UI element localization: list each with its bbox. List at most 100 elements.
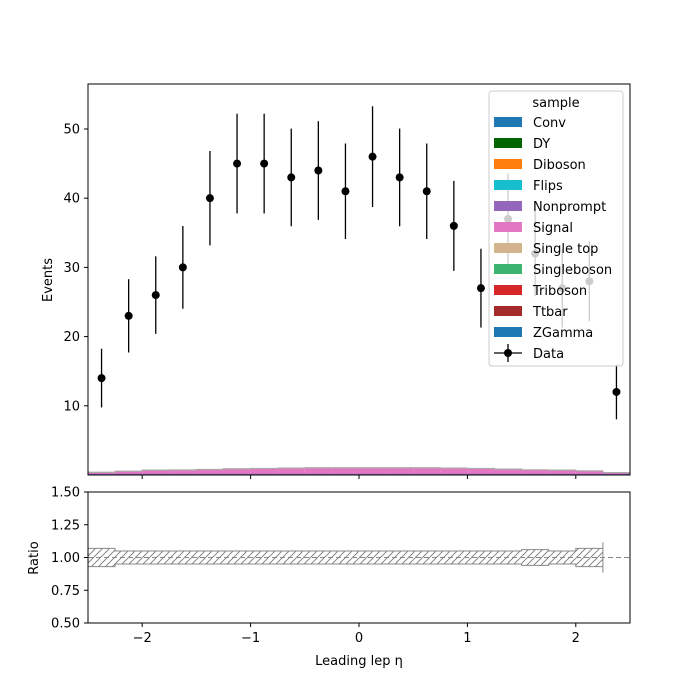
legend-frame xyxy=(488,90,624,367)
uncertainty-bin xyxy=(440,550,468,565)
legend-swatch xyxy=(494,180,522,190)
stack-bin xyxy=(521,469,549,475)
data-point xyxy=(341,187,350,196)
stack-bin xyxy=(494,469,522,475)
stack-bin xyxy=(142,470,170,475)
data-point xyxy=(151,291,160,300)
data-point xyxy=(97,374,106,383)
legend-label: Singleboson xyxy=(533,263,612,278)
ratio-x-tick-label: 0 xyxy=(355,631,363,646)
data-point xyxy=(287,173,296,182)
uncertainty-upper-edge xyxy=(88,547,603,552)
y-axis-label-ratio: Ratio xyxy=(27,541,42,574)
data-point xyxy=(422,187,431,196)
ratio-plot-frame xyxy=(87,491,631,624)
legend-label: DY xyxy=(533,137,550,152)
ratio-panel: 0.50 0.75 1.00 1.25 1.50 −2 −1 0 1 2 Ratio Leadi… xyxy=(27,486,631,669)
data-point xyxy=(476,284,485,293)
data-point xyxy=(124,311,133,320)
stack-bin xyxy=(169,470,197,475)
stack-bin xyxy=(304,467,332,475)
stack-bin xyxy=(386,467,414,475)
legend-swatch xyxy=(494,306,522,316)
stack-outline xyxy=(88,467,630,474)
legend-label: Signal xyxy=(533,221,573,236)
data-point xyxy=(612,387,621,396)
ratio-y-tick-label: 0.75 xyxy=(51,584,80,599)
stack-bin xyxy=(440,468,468,475)
main-y-tick-label: 50 xyxy=(63,122,80,137)
stack-bin xyxy=(331,467,359,475)
legend-swatch xyxy=(494,117,522,127)
uncertainty-bin xyxy=(169,550,197,565)
legend-label: Nonprompt xyxy=(533,200,606,215)
legend-label: Flips xyxy=(533,179,563,194)
main-y-tick-label: 10 xyxy=(63,399,80,414)
legend-swatch xyxy=(494,243,522,253)
legend-swatch xyxy=(494,159,522,169)
stack-bin xyxy=(250,468,278,475)
legend-label: Conv xyxy=(533,116,566,131)
data-point xyxy=(449,221,458,230)
ratio-x-ticks: −2 −1 0 1 2 xyxy=(133,623,580,646)
legend-label: Data xyxy=(533,347,564,362)
stack-bin xyxy=(548,470,576,475)
data-point xyxy=(260,159,269,168)
uncertainty-bin xyxy=(88,548,116,567)
legend-swatch xyxy=(494,138,522,148)
main-y-tick-label: 30 xyxy=(63,261,80,276)
uncertainty-bin xyxy=(521,549,549,566)
uncertainty-bin xyxy=(386,550,414,565)
main-y-ticks: 10 20 30 40 50 xyxy=(63,122,88,414)
main-x-ticks xyxy=(141,475,577,479)
ratio-y-tick-label: 1.00 xyxy=(51,551,80,566)
data-point xyxy=(395,173,404,182)
legend-swatch xyxy=(494,264,522,274)
legend-label: ZGamma xyxy=(533,326,593,341)
x-axis-label: Leading lep η xyxy=(315,654,403,669)
ratio-x-tick-label: −1 xyxy=(241,631,260,646)
stack-bin xyxy=(359,467,387,475)
stack-bin xyxy=(575,470,603,475)
stack-bin xyxy=(223,468,251,475)
legend-data-marker xyxy=(504,349,512,357)
ratio-x-tick-label: 1 xyxy=(463,631,471,646)
uncertainty-bin xyxy=(223,550,251,565)
uncertainty-lower-edge xyxy=(88,563,603,568)
legend-label: Single top xyxy=(533,242,598,257)
legend-label: Diboson xyxy=(533,158,586,173)
legend-swatch xyxy=(494,222,522,232)
ratio-x-tick-label: −2 xyxy=(133,631,152,646)
stack-bin xyxy=(277,468,305,475)
main-y-tick-label: 20 xyxy=(63,330,80,345)
stack-bin xyxy=(115,471,143,475)
legend-swatch xyxy=(494,327,522,337)
ratio-y-tick-label: 1.50 xyxy=(51,486,80,501)
uncertainty-bin xyxy=(304,550,332,565)
data-point xyxy=(178,263,187,272)
legend-swatch xyxy=(494,201,522,211)
data-point xyxy=(314,166,323,175)
stack-bin xyxy=(196,469,224,475)
y-axis-label-main: Events xyxy=(41,258,56,302)
stack-bin xyxy=(413,467,441,475)
data-point xyxy=(205,194,214,203)
legend-swatch xyxy=(494,285,522,295)
ratio-y-ticks: 0.50 0.75 1.00 1.25 1.50 xyxy=(51,486,88,632)
legend-label: Triboson xyxy=(532,284,587,299)
legend-entries: Conv DY Diboson Flips Nonprompt Signal Single … xyxy=(494,116,612,362)
uncertainty-band xyxy=(88,542,630,573)
main-y-tick-label: 40 xyxy=(63,192,80,207)
stack-bin xyxy=(467,468,495,475)
legend-label: Ttbar xyxy=(532,305,568,320)
data-point xyxy=(368,152,377,161)
data-point xyxy=(233,159,242,168)
ratio-y-tick-label: 0.50 xyxy=(51,617,80,632)
legend: sample Conv DY Diboson Flips Nonprompt Signal… xyxy=(488,90,624,367)
stack-bin xyxy=(88,472,116,475)
uncertainty-bin xyxy=(575,548,603,567)
ratio-y-tick-label: 1.25 xyxy=(51,518,80,533)
ratio-x-tick-label: 2 xyxy=(572,631,580,646)
legend-title: sample xyxy=(532,96,579,111)
